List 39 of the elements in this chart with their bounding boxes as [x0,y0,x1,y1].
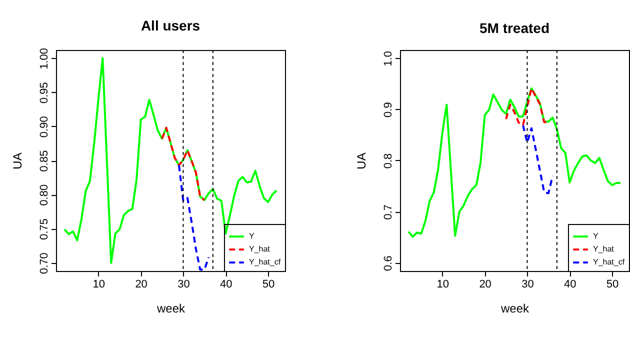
line-series [522,124,554,194]
x-axis-title: week [500,302,530,316]
line-series [505,87,550,126]
y-tick-label: 0.7 [382,204,394,220]
y-tick-label: 1.00 [38,48,50,70]
x-tick-label: 20 [135,278,148,290]
x-tick-label: 40 [564,278,576,290]
y-tick-label: 0.90 [38,116,50,138]
line-series [178,164,210,271]
y-tick-label: 0.6 [382,256,394,271]
line-series [161,126,206,202]
y-axis-title: UA [10,152,24,170]
y-tick-label: 0.8 [382,153,394,169]
x-axis-title: week [156,302,186,316]
y-tick-label: 0.80 [38,184,50,206]
x-tick-label: 50 [262,278,275,290]
legend-label: Y_hat_cf [593,258,626,266]
y-tick-label: 0.85 [38,150,50,172]
line-series [407,87,622,238]
x-tick-label: 10 [436,278,450,290]
x-tick-label: 20 [479,278,492,290]
chart-title: 5M treated [479,20,550,36]
legend-label: Y_hat [249,244,271,254]
chart-title: All users [140,17,200,34]
x-tick-label: 40 [220,278,232,290]
y-tick-label: 0.70 [38,252,50,274]
x-tick-label: 30 [178,278,190,290]
y-axis-title: UA [354,152,368,170]
y-tick-label: 0.9 [382,102,394,118]
legend-label: Y_hat_cf [249,258,282,266]
legend-label: Y [593,232,599,240]
legend-label: Y_hat [593,244,615,254]
y-tick-label: 0.75 [38,218,50,240]
y-tick-label: 1.0 [382,51,394,66]
y-tick-label: 0.95 [38,82,50,104]
legend-label: Y [249,232,255,240]
x-tick-label: 10 [92,278,106,290]
x-tick-label: 50 [606,278,619,290]
x-tick-label: 30 [522,278,534,290]
